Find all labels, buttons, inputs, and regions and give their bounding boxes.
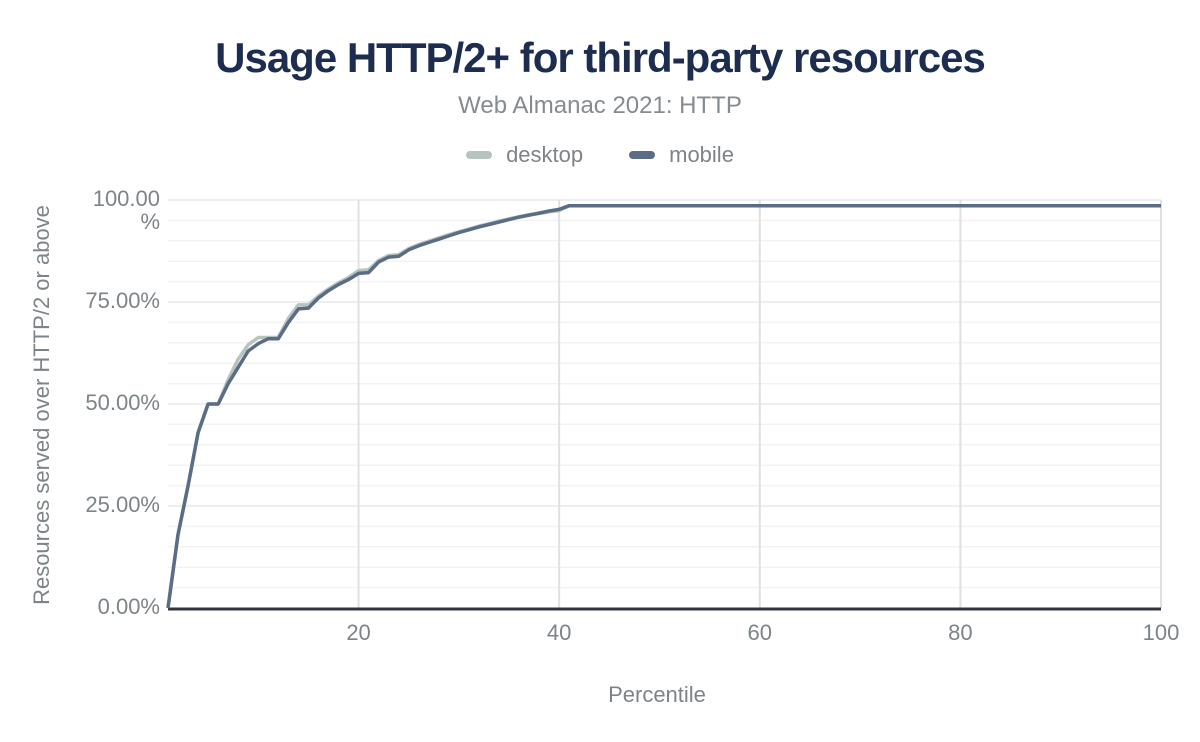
chart-title: Usage HTTP/2+ for third-party resources [215, 34, 986, 81]
y-tick-label: 0.00% [97, 594, 160, 619]
legend-item-desktop[interactable]: desktop [466, 142, 583, 168]
y-tick-label: 75.00% [85, 288, 160, 313]
chart-subtitle: Web Almanac 2021: HTTP [458, 92, 742, 119]
legend-label-desktop: desktop [506, 142, 584, 167]
y-tick-label: 25.00% [85, 492, 160, 517]
legend: desktop mobile [0, 142, 1200, 168]
y-tick-label: 100.00% [92, 186, 160, 234]
x-tick-label: 60 [747, 620, 773, 645]
y-axis-title: Resources served over HTTP/2 or above [29, 205, 54, 605]
mobile-series-swatch-icon [629, 151, 656, 159]
x-tick-label: 40 [546, 620, 572, 645]
legend-item-mobile[interactable]: mobile [629, 142, 734, 168]
x-tick-label: 20 [346, 620, 371, 645]
legend-label-mobile: mobile [669, 142, 734, 167]
x-tick-label: 100 [1142, 620, 1180, 645]
mobile-line-series [166, 203, 1161, 609]
x-axis-title: Percentile [608, 682, 706, 707]
desktop-line-series [166, 203, 1161, 609]
desktop-series-swatch-icon [466, 151, 493, 159]
y-tick-label: 50.00% [85, 390, 160, 415]
x-tick-label: 80 [948, 620, 973, 645]
